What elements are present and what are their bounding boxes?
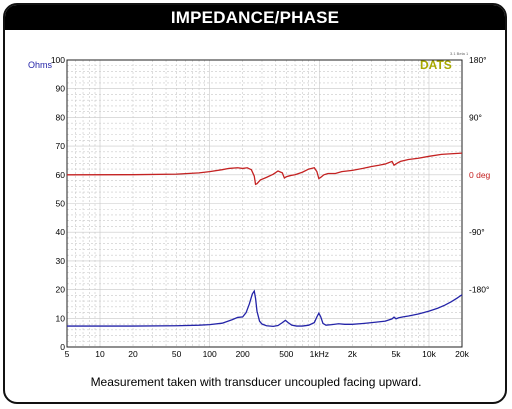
version-text: 3.1 Beta 1 bbox=[450, 51, 469, 56]
y-left-unit-label: Ohms bbox=[28, 60, 53, 70]
x-tick-label: 10 bbox=[95, 349, 105, 359]
x-tick-label: 5k bbox=[391, 349, 401, 359]
series-layer bbox=[66, 152, 463, 327]
x-tick-label: 2k bbox=[348, 349, 358, 359]
y-left-tick-label: 10 bbox=[56, 313, 66, 323]
y-right-tick-label: -180° bbox=[469, 285, 489, 295]
y-left-tick-label: 30 bbox=[56, 256, 66, 266]
y-left-tick-label: 60 bbox=[56, 170, 66, 180]
y-left-tick-label: 20 bbox=[56, 285, 66, 295]
x-tick-label: 5 bbox=[65, 349, 70, 359]
phase-curve bbox=[66, 152, 463, 186]
x-tick-label: 100 bbox=[203, 349, 217, 359]
x-tick-label: 20 bbox=[128, 349, 138, 359]
y-right-tick-label: 90° bbox=[469, 112, 482, 122]
x-tick-label: 200 bbox=[236, 349, 250, 359]
y-left-tick-label: 0 bbox=[60, 342, 65, 352]
grid-layer bbox=[66, 59, 463, 348]
y-left-tick-label: 70 bbox=[56, 141, 66, 151]
x-tick-label: 50 bbox=[172, 349, 182, 359]
x-tick-label: 20k bbox=[455, 349, 469, 359]
y-left-tick-label: 50 bbox=[56, 199, 66, 209]
tick-labels: 5 10 20 50 100 200 500 1kHz 2k 5k 10k 20k 0 10 20 30 40 5… bbox=[51, 55, 491, 359]
y-left-tick-label: 100 bbox=[51, 55, 65, 65]
y-right-tick-label: 180° bbox=[469, 55, 487, 65]
x-tick-label: 1kHz bbox=[310, 349, 329, 359]
x-tick-label: 500 bbox=[279, 349, 293, 359]
chart-title: IMPEDANCE/PHASE bbox=[5, 5, 505, 30]
y-right-tick-label: 0 deg bbox=[469, 170, 491, 180]
dats-watermark: DATS bbox=[420, 58, 452, 72]
y-left-tick-label: 40 bbox=[56, 227, 66, 237]
plot-border bbox=[66, 59, 463, 348]
y-left-tick-label: 80 bbox=[56, 112, 66, 122]
y-left-tick-label: 90 bbox=[56, 84, 66, 94]
x-tick-label: 10k bbox=[422, 349, 436, 359]
y-right-tick-label: -90° bbox=[469, 227, 485, 237]
measurement-caption: Measurement taken with transducer uncoup… bbox=[90, 375, 422, 389]
impedance-curve bbox=[67, 289, 463, 327]
